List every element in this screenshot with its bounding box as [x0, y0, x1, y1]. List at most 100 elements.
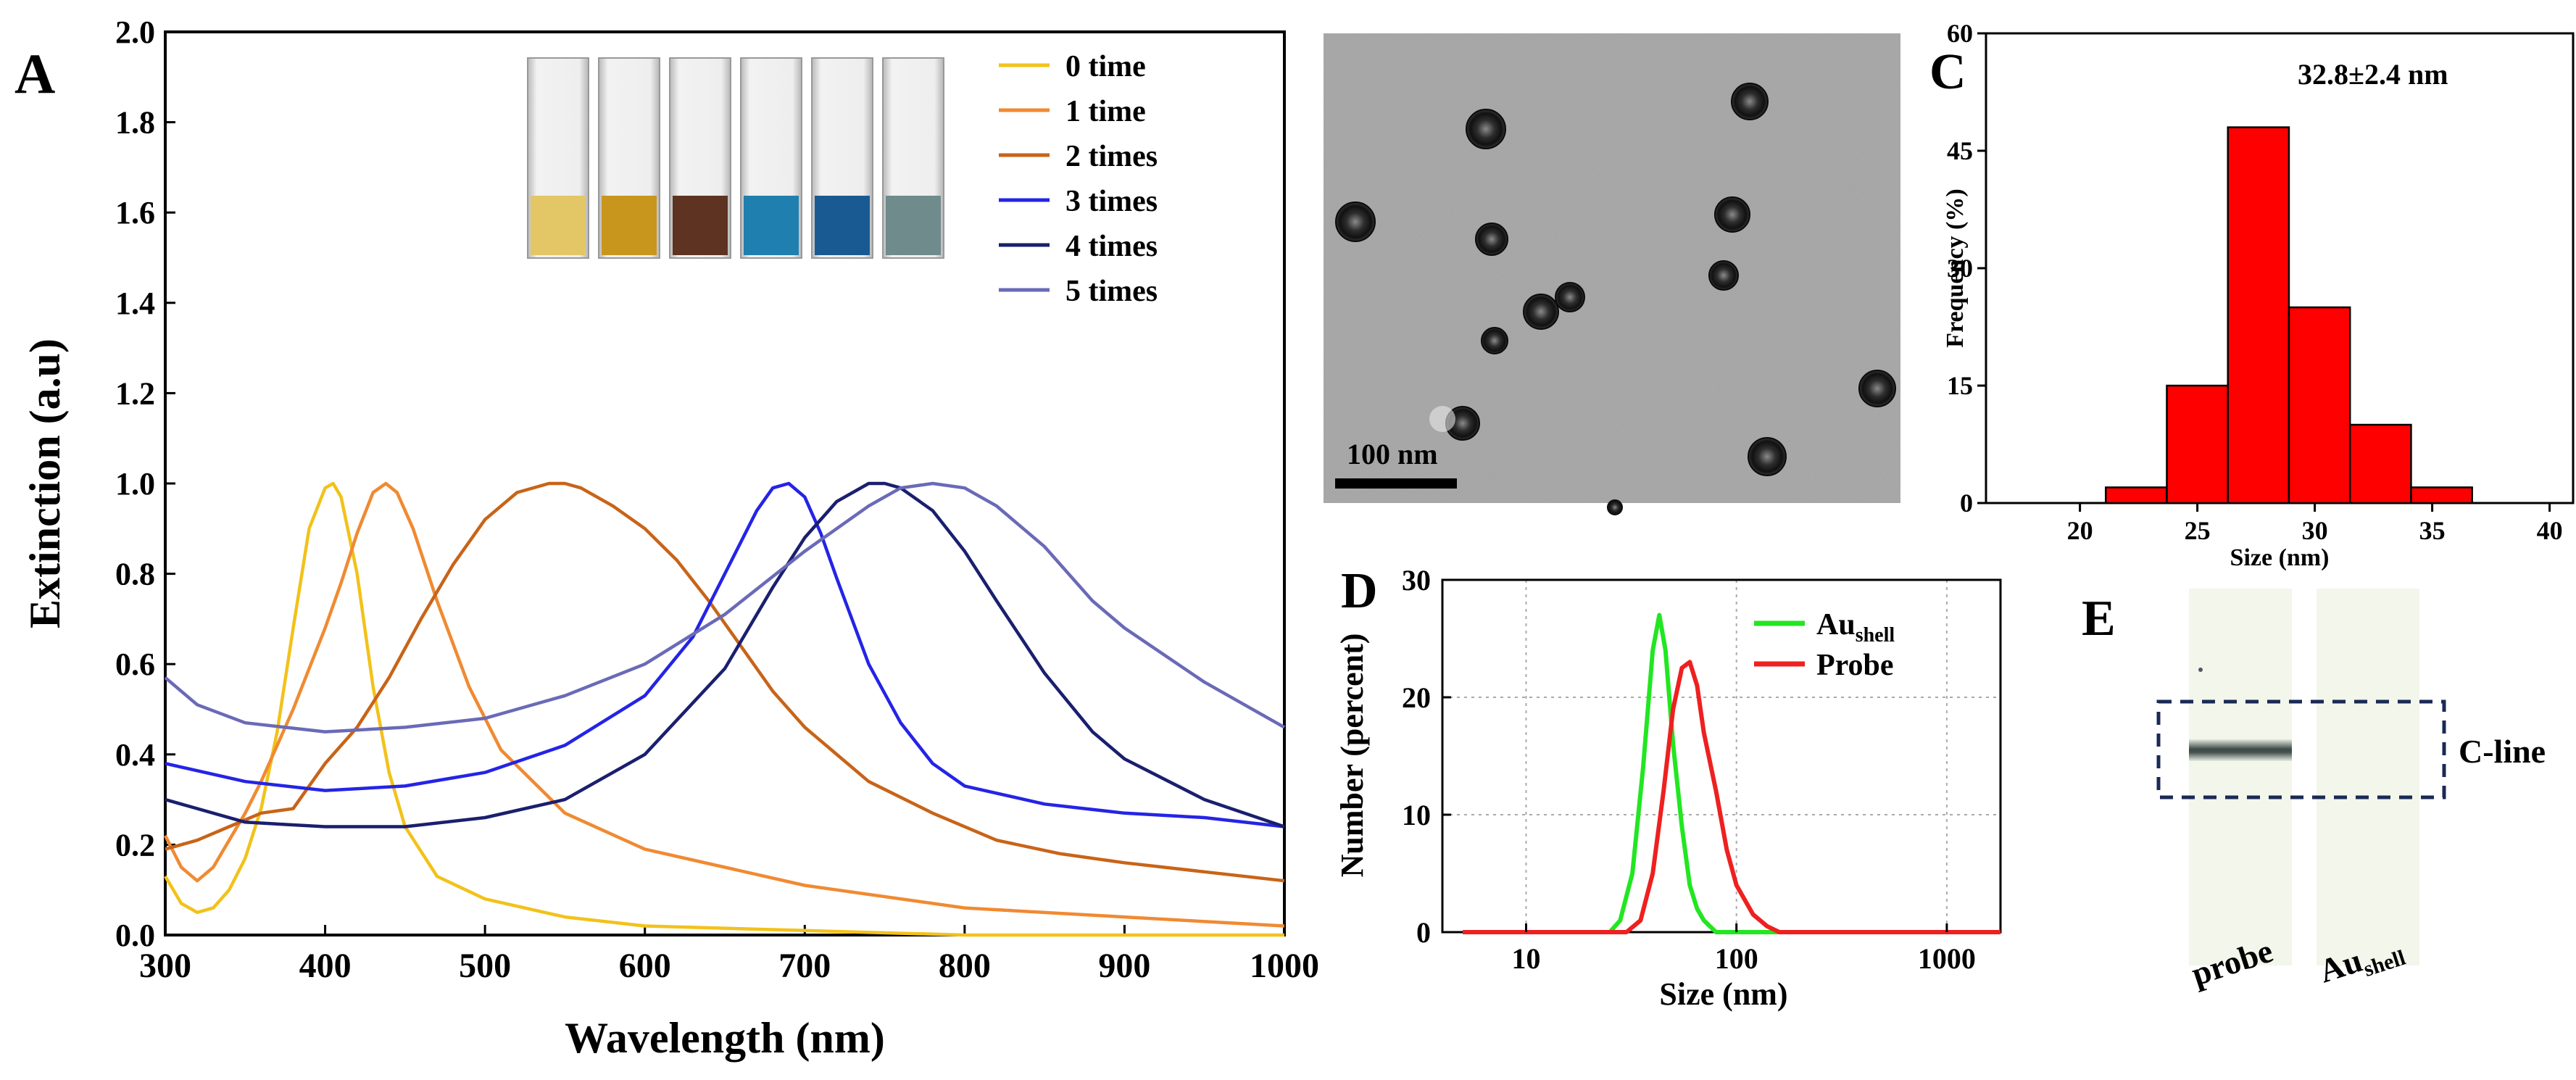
legend-label-0-time: 0 time — [1065, 50, 1146, 83]
legend-label-2-times: 2 times — [1065, 140, 1158, 173]
cuvette-solution — [744, 196, 799, 255]
nanoparticle — [1748, 437, 1787, 476]
series-line-aushell — [1463, 612, 2000, 934]
histogram-bar — [2410, 486, 2473, 504]
cuvette-solution — [673, 196, 728, 255]
x-tick-label-a: 300 — [139, 947, 191, 985]
nanoparticle — [1555, 282, 1585, 312]
legend-label-3-times: 3 times — [1065, 185, 1158, 218]
legend-label-4-times: 4 times — [1065, 230, 1158, 263]
legend-a: 0 time 1 time 2 times 3 times 4 times 5 times — [999, 50, 1158, 308]
nanoparticle — [1475, 223, 1508, 256]
panel-label-d: D — [1341, 563, 1378, 619]
x-axis-title-a: Wavelength (nm) — [565, 1014, 885, 1062]
cuvette-outline — [669, 57, 731, 259]
c-line-band — [2189, 739, 2292, 761]
cuvette-photo-inset — [527, 57, 944, 259]
x-tick-label-d: 1000 — [1918, 942, 1976, 975]
x-tick-label-a: 700 — [778, 947, 831, 985]
y-tick-label-a: 0.4 — [115, 737, 155, 773]
y-tick-label-a: 1.2 — [115, 375, 155, 411]
x-axis-title-c: Size (nm) — [2230, 544, 2330, 571]
nanoparticle — [1858, 370, 1896, 407]
scale-bar-label: 100 nm — [1347, 438, 1438, 470]
histogram-bar — [2104, 486, 2168, 504]
y-axis-title-a: Extinction (a.u) — [21, 338, 69, 628]
histogram-bar — [2288, 306, 2351, 504]
test-strip-photo: C-line probe Aushell — [2156, 589, 2546, 993]
panel-label-c: C — [1929, 44, 1966, 100]
histogram-bar — [2227, 126, 2290, 504]
x-tick-label-c: 20 — [2067, 516, 2093, 545]
legend-label-probe: Probe — [1816, 649, 1894, 682]
legend-label-aushell: Aushell — [1816, 608, 1895, 647]
histogram-annotation: 32.8±2.4 nm — [2298, 58, 2448, 91]
nanoparticle — [1708, 260, 1739, 291]
nanoparticle — [1607, 499, 1623, 515]
panel-label-a: A — [14, 42, 55, 105]
y-tick-label-d: 30 — [1402, 564, 1431, 597]
x-tick-label-a: 400 — [299, 947, 352, 985]
y-tick-label-a: 0.8 — [115, 557, 155, 592]
legend-label-1-time: 1 time — [1065, 95, 1146, 128]
legend-label-5-times: 5 times — [1065, 275, 1158, 308]
y-tick-label-a: 1.4 — [115, 286, 155, 321]
x-tick-label-c: 30 — [2302, 516, 2328, 545]
series-line-4-times — [165, 481, 1285, 828]
y-tick-label-c: 0 — [1960, 489, 1973, 518]
y-tick-label-a: 1.8 — [115, 105, 155, 141]
scale-bar — [1335, 478, 1457, 489]
x-tick-label-a: 500 — [459, 947, 511, 985]
y-tick-label-d: 20 — [1402, 681, 1431, 714]
nanoparticle — [1523, 294, 1559, 330]
x-tick-label-c: 40 — [2537, 516, 2563, 545]
nanoparticle — [1481, 327, 1508, 354]
nanoparticle — [1731, 83, 1769, 120]
halo-artifact — [1429, 406, 1455, 432]
series-line-2-times — [165, 481, 1285, 883]
x-tick-label-a: 1000 — [1250, 947, 1319, 985]
y-tick-label-d: 10 — [1402, 799, 1431, 831]
y-axis-title-d: Number (percent) — [1334, 634, 1370, 878]
size-histogram-chart: 20 25 30 35 40 0 15 30 45 60 32.8±2.4 nm Size (nm… — [1942, 19, 2575, 571]
extinction-spectra-chart: 300 400 500 600 700 800 900 1000 0.0 0.2 0.4 0.6 0.8… — [21, 14, 1319, 1062]
series-line-1-time — [163, 481, 1285, 928]
y-tick-label-c: 60 — [1947, 19, 1973, 48]
y-tick-label-c: 15 — [1947, 371, 1973, 400]
x-tick-label-c: 25 — [2185, 516, 2211, 545]
x-tick-label-a: 900 — [1098, 947, 1150, 985]
y-axis-title-c: Frequency (%) — [1942, 188, 1969, 347]
cuvette-solution — [602, 196, 657, 255]
cuvette-outline — [882, 57, 944, 259]
series-line-5-times — [164, 481, 1286, 734]
x-tick-label-d: 100 — [1715, 942, 1758, 975]
strip-au-shell — [2317, 589, 2419, 965]
tem-background — [1324, 33, 1900, 503]
x-tick-label-a: 800 — [939, 947, 991, 985]
c-line-box — [2156, 699, 2446, 799]
y-tick-label-a: 0.6 — [115, 647, 155, 682]
cuvette-outline — [740, 57, 802, 259]
strip-speck — [2198, 668, 2203, 672]
cuvette-solution — [815, 196, 870, 255]
y-tick-label-c: 45 — [1947, 136, 1973, 165]
series-line-probe — [1463, 660, 2000, 934]
y-tick-label-c: 30 — [1947, 254, 1973, 283]
x-tick-label-c: 35 — [2419, 516, 2446, 545]
x-tick-label-a: 600 — [619, 947, 671, 985]
y-tick-label-a: 1.6 — [115, 195, 155, 230]
panel-label-e: E — [2082, 591, 2116, 647]
strip-probe — [2189, 589, 2292, 965]
y-tick-label-a: 0.0 — [115, 918, 155, 953]
nanoparticle — [1714, 196, 1750, 233]
y-tick-label-a: 0.2 — [115, 827, 155, 863]
series-line-3-times — [165, 481, 1285, 828]
cuvette-outline — [527, 57, 589, 259]
tem-image: 100 nm — [1324, 33, 1900, 515]
y-tick-label-a: 2.0 — [115, 14, 155, 50]
x-axis-title-d: Size (nm) — [1659, 976, 1787, 1012]
histogram-bar — [2348, 423, 2412, 504]
c-line-label: C-line — [2459, 733, 2546, 770]
